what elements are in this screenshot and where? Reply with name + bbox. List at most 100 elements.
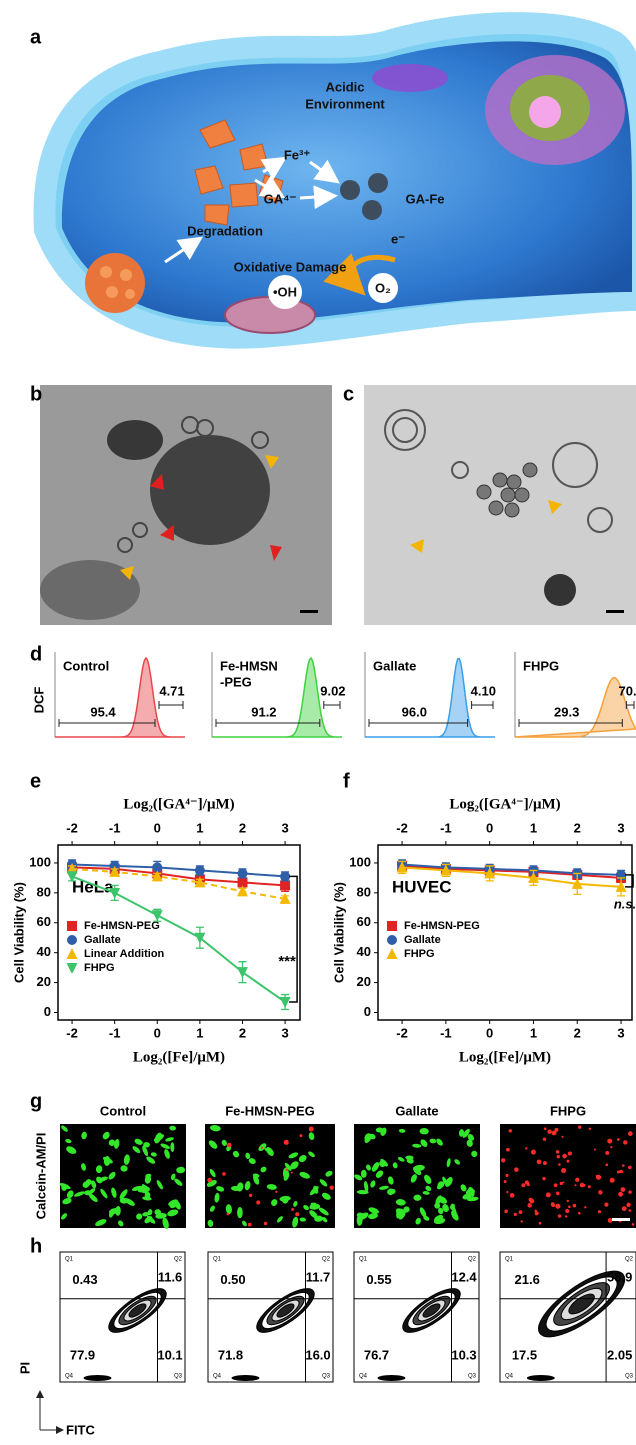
dead-cell — [574, 1184, 577, 1187]
live-cell — [131, 1185, 143, 1192]
live-cell — [209, 1205, 215, 1212]
dead-cell — [545, 1192, 551, 1198]
live-cell — [451, 1210, 459, 1221]
point — [152, 862, 163, 873]
contour — [377, 1375, 406, 1381]
live-cell — [253, 1174, 260, 1185]
quadrant-value: 76.7 — [364, 1347, 389, 1362]
dead-cell — [529, 1198, 535, 1204]
point — [236, 885, 248, 897]
live-cell — [292, 1216, 299, 1228]
point — [151, 910, 163, 922]
fluorescence-image — [500, 1124, 636, 1228]
x2-axis-title: Log₂([GA⁴⁻]/μM) — [123, 796, 234, 812]
quadrant-value: 11.6 — [158, 1269, 183, 1284]
point — [66, 862, 78, 874]
dead-cell — [587, 1185, 591, 1189]
y-tick-label: 100 — [349, 854, 371, 869]
quadrant-value: 2.05 — [607, 1347, 632, 1362]
cell-label: O₂ — [375, 280, 391, 295]
live-cell — [309, 1210, 318, 1219]
live-cell — [424, 1174, 432, 1184]
dead-cell — [542, 1137, 547, 1141]
axis-label: FITC — [66, 1422, 95, 1437]
dead-cell — [542, 1176, 546, 1181]
dead-cell — [582, 1183, 586, 1187]
x-tick-label: -1 — [109, 1025, 121, 1040]
dead-cell — [329, 1185, 334, 1190]
live-cell — [442, 1204, 449, 1213]
x2-tick-label: 2 — [239, 820, 246, 835]
x-tick-label: 1 — [530, 1025, 537, 1040]
live-cell — [60, 1213, 68, 1220]
dead-cell — [578, 1125, 582, 1129]
dead-cell — [555, 1191, 560, 1196]
live-cell — [437, 1181, 445, 1189]
legend-swatch — [66, 948, 78, 959]
y-tick-label: 40 — [37, 944, 51, 959]
dead-cell — [598, 1190, 603, 1195]
series — [66, 871, 291, 1011]
panel-label: a — [30, 26, 42, 48]
live-cell — [113, 1139, 120, 1149]
x-tick-label: 3 — [617, 1025, 624, 1040]
y-tick-label: 100 — [29, 854, 51, 869]
quadrant-tag: Q1 — [505, 1257, 514, 1263]
dead-cell — [628, 1209, 632, 1212]
live-cell — [102, 1131, 110, 1140]
dead-cell — [604, 1202, 609, 1207]
live-cell — [221, 1139, 227, 1146]
live-cell — [237, 1207, 243, 1219]
live-cell — [303, 1205, 309, 1211]
point — [237, 868, 248, 879]
live-cell — [422, 1191, 430, 1195]
live-cell — [398, 1210, 406, 1220]
live-cell — [290, 1161, 299, 1170]
point — [440, 864, 452, 876]
dead-cell — [226, 1142, 232, 1148]
live-cell — [425, 1185, 432, 1192]
contour — [422, 1303, 441, 1318]
live-cell — [389, 1188, 396, 1195]
histogram — [55, 656, 185, 738]
live-cell — [156, 1180, 163, 1190]
live-cell — [82, 1181, 90, 1188]
sample-name: Fe-HMSN — [220, 658, 278, 673]
live-cell — [375, 1170, 384, 1178]
live-cell — [308, 1151, 315, 1158]
column-title: FHPG — [550, 1103, 586, 1118]
image-bg — [60, 1124, 186, 1228]
dead-cell — [538, 1221, 542, 1225]
quadrant-tag: Q4 — [213, 1374, 222, 1380]
x2-tick-label: 0 — [154, 820, 161, 835]
live-cell — [462, 1128, 470, 1138]
dead-cell — [555, 1203, 561, 1209]
dead-cell — [557, 1214, 562, 1218]
dead-cell — [623, 1140, 628, 1145]
dead-cell — [578, 1212, 581, 1215]
live-cell — [288, 1152, 299, 1159]
gate — [368, 719, 469, 727]
dead-cell — [275, 1190, 278, 1193]
live-cell — [244, 1180, 251, 1191]
x-tick-label: 3 — [281, 1025, 288, 1040]
dead-cell — [308, 1126, 314, 1132]
axis-label: Calcein-AM/PI — [33, 1133, 48, 1220]
histogram — [514, 676, 636, 738]
point — [484, 867, 496, 879]
x-axis-title: Log₂([Fe]/μM) — [459, 1049, 551, 1065]
live-cell — [434, 1202, 441, 1209]
dead-cell — [530, 1149, 536, 1155]
dead-cell — [256, 1200, 261, 1205]
dead-cell — [513, 1212, 517, 1217]
cell-label: Acidic — [325, 79, 364, 94]
live-cell — [413, 1194, 422, 1201]
live-cell — [216, 1186, 225, 1192]
dead-cell — [616, 1138, 620, 1141]
live-cell — [366, 1164, 371, 1171]
quadrant-tag: Q3 — [174, 1374, 183, 1380]
live-cell — [314, 1215, 323, 1222]
point — [194, 876, 206, 888]
y-axis-title: Cell Viability (%) — [331, 882, 346, 983]
quadrant-value: 58.9 — [607, 1269, 632, 1284]
